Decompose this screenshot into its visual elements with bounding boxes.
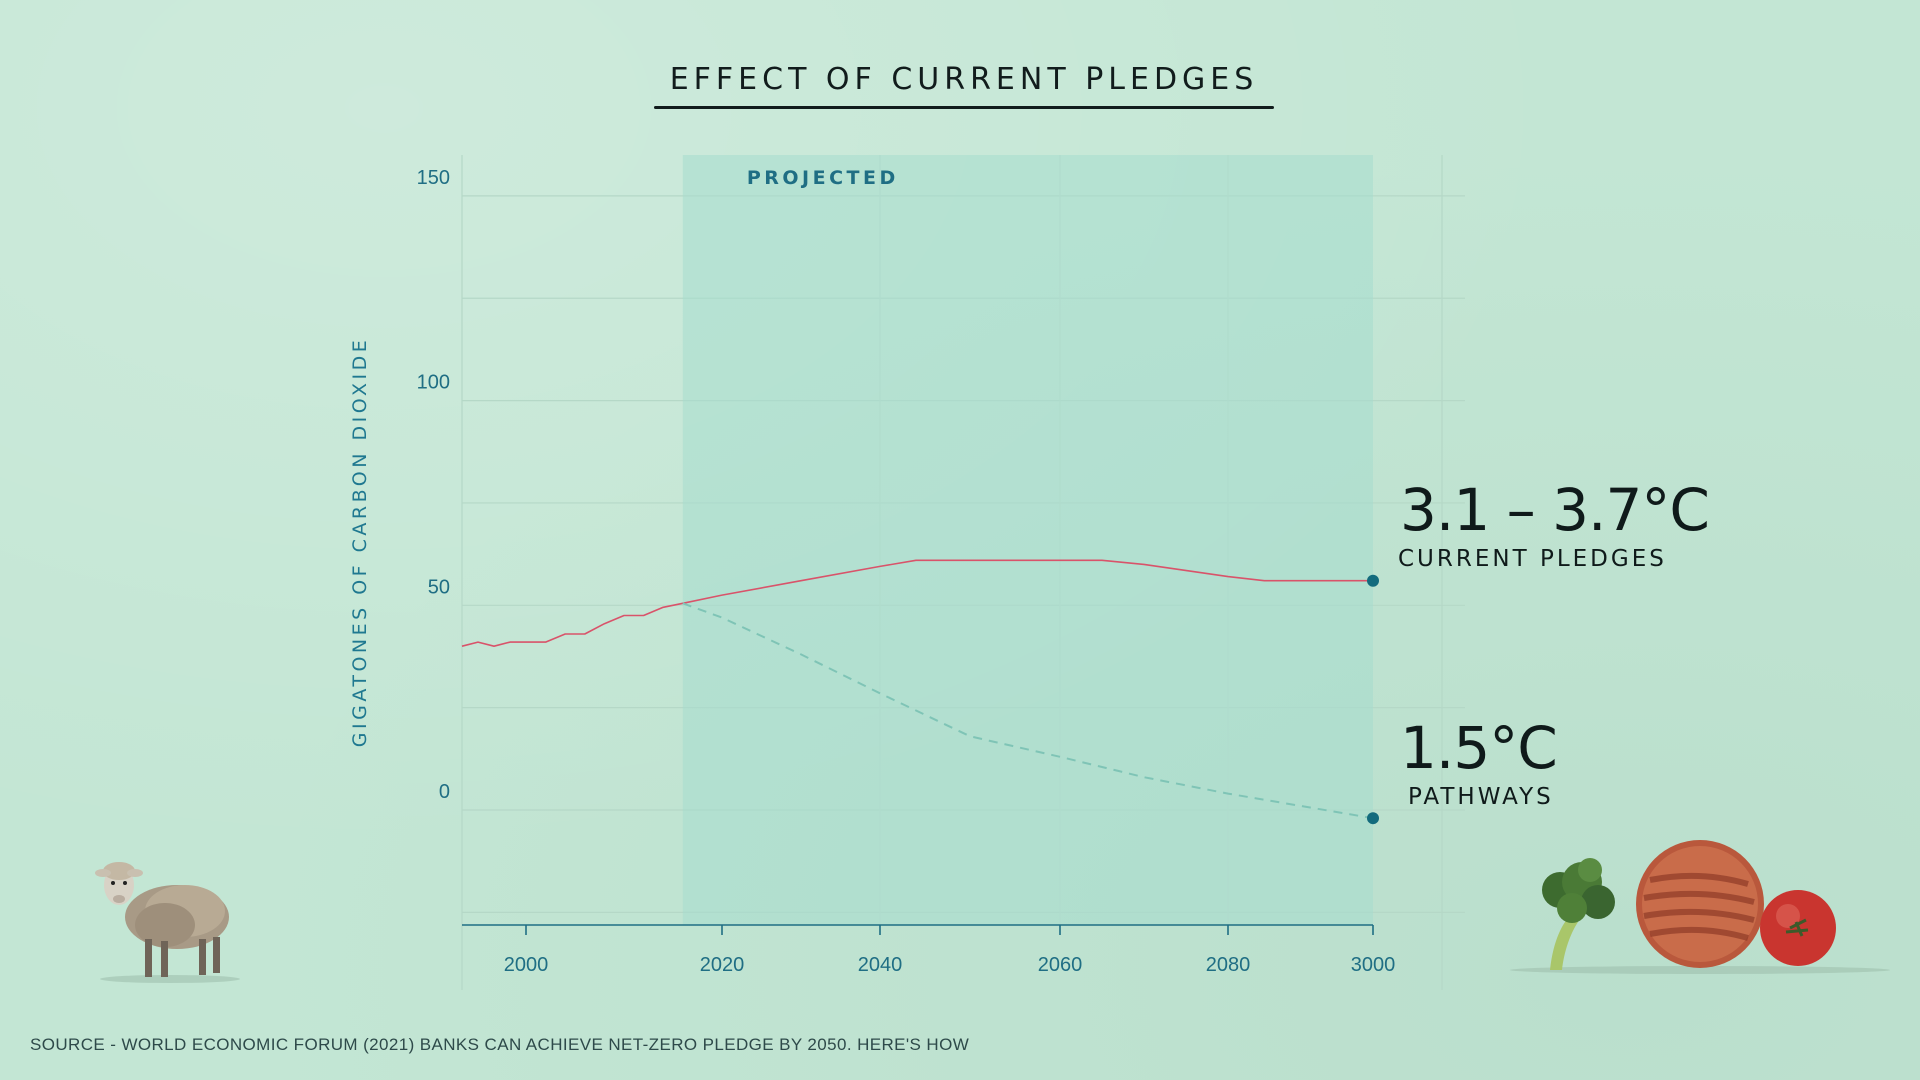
vertical-grid-layer <box>461 155 1443 990</box>
projected-region <box>682 155 1373 925</box>
x-tick-label: 2040 <box>858 954 903 976</box>
y-tick-label: 100 <box>417 372 450 394</box>
pathways-line <box>682 602 1374 820</box>
pathways-value: 1.5°C <box>1400 714 1558 782</box>
food-illustration <box>1510 840 1890 974</box>
series-layer <box>461 559 1379 825</box>
burger-patty-icon <box>1636 840 1764 968</box>
chart-title: EFFECT OF CURRENT PLEDGES <box>669 62 1259 97</box>
source-note: SOURCE - WORLD ECONOMIC FORUM (2021) BAN… <box>30 1035 970 1054</box>
x-axis: 2000 2020 2040 2060 2080 3000 <box>462 924 1396 976</box>
projected-label: PROJECTED <box>747 167 899 189</box>
pathways-label: PATHWAYS <box>1408 784 1554 810</box>
x-tick-label: 2060 <box>1038 954 1083 976</box>
pledges-label: CURRENT PLEDGES <box>1398 546 1667 572</box>
pathways-endpoint <box>1367 812 1379 825</box>
broccoli-icon <box>1542 858 1615 970</box>
y-tick-label: 50 <box>428 576 450 598</box>
tomato-icon <box>1760 890 1836 966</box>
current-pledges-endpoint <box>1367 574 1379 587</box>
x-tick-label: 2080 <box>1206 954 1251 976</box>
pledges-value: 3.1 – 3.7°C <box>1400 476 1710 544</box>
x-tick-label: 3000 <box>1351 954 1396 976</box>
y-tick-labels: 0 50 100 150 <box>417 167 450 803</box>
x-tick-label: 2020 <box>700 954 745 976</box>
x-tick-label: 2000 <box>504 954 549 976</box>
sheep-illustration <box>95 862 240 983</box>
y-axis-title: GIGATONES OF CARBON DIOXIDE <box>349 337 371 747</box>
y-tick-label: 150 <box>417 167 450 189</box>
title-underline <box>654 106 1274 109</box>
y-tick-label: 0 <box>439 781 450 803</box>
